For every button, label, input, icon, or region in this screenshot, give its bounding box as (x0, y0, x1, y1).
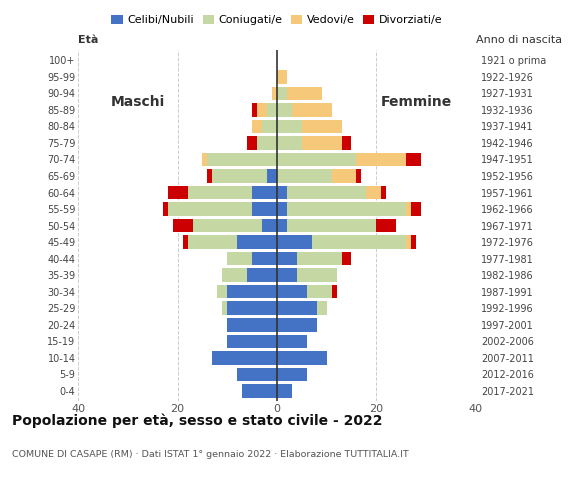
Bar (227, 318, 277, 332)
Bar (247, 136, 257, 150)
Bar (277, 351, 327, 365)
Bar (257, 136, 277, 150)
Bar (187, 186, 252, 199)
Bar (277, 252, 297, 265)
Bar (277, 285, 307, 299)
Text: Maschi: Maschi (111, 95, 165, 108)
Bar (277, 318, 317, 332)
Bar (406, 235, 411, 249)
Bar (277, 268, 297, 282)
Bar (381, 186, 386, 199)
Bar (297, 252, 342, 265)
Bar (262, 219, 277, 232)
Bar (406, 153, 421, 166)
Bar (222, 301, 227, 315)
Bar (193, 219, 262, 232)
Bar (297, 268, 336, 282)
Text: COMUNE DI CASAPE (RM) · Dati ISTAT 1° gennaio 2022 · Elaborazione TUTTITALIA.IT: COMUNE DI CASAPE (RM) · Dati ISTAT 1° ge… (12, 450, 408, 459)
Bar (277, 219, 287, 232)
Bar (332, 169, 356, 183)
Bar (212, 351, 277, 365)
Bar (307, 285, 332, 299)
Bar (292, 103, 332, 117)
Bar (332, 285, 336, 299)
Bar (287, 202, 406, 216)
Bar (342, 252, 351, 265)
Bar (277, 202, 287, 216)
Bar (257, 103, 267, 117)
Bar (277, 120, 302, 133)
Bar (218, 285, 227, 299)
Text: Età: Età (78, 35, 99, 45)
Bar (287, 219, 376, 232)
Bar (267, 103, 277, 117)
Bar (247, 268, 277, 282)
Bar (277, 235, 311, 249)
Bar (202, 153, 208, 166)
Text: Popolazione per età, sesso e stato civile - 2022: Popolazione per età, sesso e stato civil… (12, 413, 382, 428)
Bar (222, 268, 247, 282)
Bar (376, 219, 396, 232)
Bar (302, 136, 342, 150)
Bar (342, 136, 351, 150)
Bar (262, 120, 277, 133)
Bar (356, 169, 361, 183)
Bar (356, 153, 406, 166)
Bar (168, 186, 187, 199)
Bar (252, 120, 262, 133)
Bar (168, 202, 252, 216)
Bar (302, 120, 342, 133)
Bar (237, 235, 277, 249)
Bar (411, 202, 421, 216)
Bar (227, 335, 277, 348)
Bar (252, 252, 277, 265)
Bar (183, 235, 187, 249)
Bar (227, 285, 277, 299)
Bar (277, 368, 307, 381)
Bar (272, 86, 277, 100)
Bar (311, 235, 406, 249)
Bar (237, 368, 277, 381)
Bar (317, 301, 327, 315)
Bar (277, 335, 307, 348)
Bar (208, 169, 212, 183)
Bar (277, 301, 317, 315)
Legend: Celibi/Nubili, Coniugati/e, Vedovi/e, Divorziati/e: Celibi/Nubili, Coniugati/e, Vedovi/e, Di… (107, 11, 447, 30)
Bar (367, 186, 381, 199)
Text: Anno di nascita: Anno di nascita (476, 35, 561, 45)
Bar (277, 186, 287, 199)
Bar (252, 186, 277, 199)
Bar (277, 153, 356, 166)
Bar (252, 202, 277, 216)
Bar (252, 103, 257, 117)
Bar (411, 235, 416, 249)
Bar (267, 169, 277, 183)
Bar (212, 169, 267, 183)
Bar (163, 202, 168, 216)
Bar (242, 384, 277, 397)
Bar (277, 86, 287, 100)
Bar (173, 219, 193, 232)
Bar (227, 301, 277, 315)
Bar (406, 202, 411, 216)
Bar (227, 252, 252, 265)
Bar (277, 103, 292, 117)
Bar (287, 186, 367, 199)
Bar (287, 86, 322, 100)
Text: Femmine: Femmine (380, 95, 452, 108)
Bar (277, 70, 287, 84)
Bar (208, 153, 277, 166)
Bar (277, 136, 302, 150)
Bar (187, 235, 237, 249)
Bar (277, 169, 332, 183)
Bar (277, 384, 292, 397)
